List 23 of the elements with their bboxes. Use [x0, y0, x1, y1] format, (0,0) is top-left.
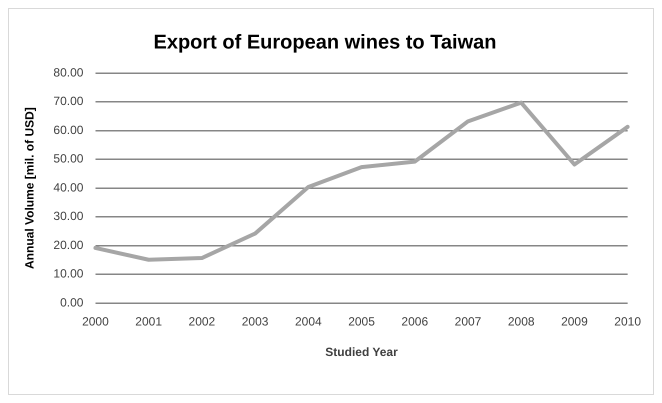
x-tick-label: 2006: [401, 314, 428, 329]
y-tick-label: 10.00: [53, 266, 84, 281]
x-tick-label: 2005: [348, 314, 376, 329]
y-tick-label: 0.00: [60, 296, 84, 310]
x-tick-label: 2000: [82, 314, 110, 329]
y-tick-label: 40.00: [53, 180, 84, 194]
y-tick-label: 20.00: [53, 238, 84, 252]
y-tick-label: 50.00: [53, 152, 84, 166]
chart-title: Export of European wines to Taiwan: [154, 32, 496, 54]
y-axis-title: Annual Volume [mil. of USD]: [22, 107, 37, 269]
x-tick-label: 2009: [561, 314, 588, 329]
x-tick-label: 2007: [454, 314, 482, 329]
x-tick-label: 2010: [614, 314, 642, 329]
x-tick-label: 2001: [135, 314, 162, 329]
x-tick-label: 2003: [242, 314, 269, 329]
x-tick-label: 2008: [508, 314, 535, 329]
x-axis-title: Studied Year: [325, 345, 398, 360]
y-tick-label: 60.00: [53, 122, 84, 137]
x-tick-label: 2004: [294, 314, 322, 329]
x-tick-label: 2002: [188, 314, 216, 329]
y-tick-label: 70.00: [53, 94, 84, 108]
y-tick-label: 80.00: [53, 65, 84, 80]
y-tick-label: 30.00: [53, 209, 84, 224]
